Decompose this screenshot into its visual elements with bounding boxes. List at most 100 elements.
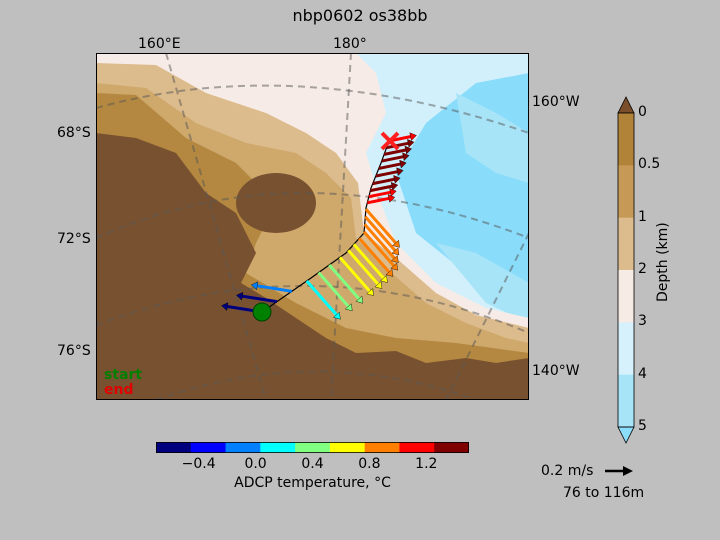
velocity-vector [367, 196, 390, 205]
velocity-vector [257, 284, 293, 293]
temp-colorbar-band [364, 442, 400, 453]
velocity-vector-head [391, 247, 400, 256]
velocity-vector [375, 170, 398, 178]
velocity-vector-head [409, 132, 417, 141]
temp-colorbar-tick: −0.4 [181, 456, 216, 472]
depth-colorbar [617, 96, 635, 444]
velocity-vector-head [402, 152, 410, 162]
depth-colorbar-label: Depth (km) [655, 222, 671, 302]
temp-colorbar-band [260, 442, 296, 453]
temp-colorbar-band [156, 442, 192, 453]
velocity-vector-head [392, 239, 400, 248]
depth-colorbar-bottom-extend [617, 426, 635, 444]
temp-colorbar-tick: 1.2 [415, 456, 438, 472]
temp-colorbar [156, 442, 469, 453]
map-frame [96, 53, 529, 400]
map-panel [96, 53, 529, 400]
depth-colorbar-tick: 2 [638, 261, 647, 277]
velocity-vector [383, 148, 406, 156]
velocity-vector-head [396, 167, 404, 176]
velocity-vector-head [390, 181, 399, 191]
temp-colorbar-label: ADCP temperature, °C [234, 475, 391, 491]
lon-label-140w: 140°W [532, 363, 580, 379]
lon-label-160e: 160°E [138, 36, 181, 52]
depth-colorbar-band [618, 113, 634, 166]
velocity-vector-head [390, 255, 399, 263]
ocean-shade-b [436, 243, 529, 323]
depth-colorbar-band [618, 217, 634, 271]
lat-label-72s: 72°S [57, 231, 91, 247]
velocity-vector-head [393, 175, 401, 184]
lat-label-76s: 76°S [57, 343, 91, 359]
depth-colorbar-band [618, 165, 634, 219]
scale-arrow-label: 0.2 m/s [541, 463, 594, 479]
temp-colorbar-band [434, 442, 469, 453]
lon-label-160w: 160°W [532, 94, 580, 110]
depth-range-label: 76 to 116m [563, 485, 645, 501]
lat-label-68s: 68°S [57, 125, 91, 141]
velocity-vector-head [236, 291, 244, 301]
velocity-vector-head [250, 281, 259, 291]
velocity-vector [363, 223, 396, 260]
velocity-vector [362, 230, 395, 267]
velocity-vector [338, 256, 371, 293]
depth-colorbar-band [618, 374, 634, 428]
velocity-vector-head [404, 145, 412, 155]
depth-colorbar-frame [617, 112, 635, 428]
velocity-vector [378, 162, 401, 170]
temp-colorbar-tick: 0.8 [358, 456, 381, 472]
scale-arrow [605, 466, 633, 476]
velocity-vector-head [380, 275, 388, 283]
end-marker [380, 131, 400, 151]
temp-colorbar-band [295, 442, 331, 453]
velocity-vector [364, 208, 397, 244]
velocity-vector [328, 263, 361, 300]
velocity-vectors [221, 132, 417, 320]
velocity-vector-head [399, 159, 407, 169]
velocity-vector [305, 279, 338, 316]
legend-end: end [104, 382, 134, 398]
velocity-vector [242, 294, 278, 304]
velocity-vector [381, 155, 404, 163]
start-marker [252, 302, 272, 322]
temp-colorbar-frame [156, 442, 469, 453]
temp-colorbar-band [190, 442, 227, 453]
depth-colorbar-tick: 0.5 [638, 156, 661, 173]
velocity-vector [372, 177, 395, 186]
land-lobe [236, 173, 316, 233]
graticule [96, 53, 529, 400]
legend-start: start [104, 367, 143, 383]
depth-colorbar-tick: 5 [638, 418, 647, 434]
velocity-vector [364, 215, 397, 252]
temp-colorbar-band [225, 442, 261, 453]
velocity-vector-head [366, 288, 374, 296]
velocity-vector-head [407, 139, 415, 148]
depth-colorbar-tick: 1 [638, 208, 647, 225]
chart-title: nbp0602 os38bb [292, 6, 428, 25]
velocity-vector [368, 190, 391, 199]
depth-colorbar-band [618, 270, 634, 323]
depth-colorbar-top-extend [617, 96, 635, 114]
velocity-vector [358, 237, 391, 274]
velocity-vector [370, 184, 393, 193]
velocity-vector-head [385, 268, 394, 277]
temp-colorbar-band [329, 442, 366, 453]
depth-colorbar-tick: 3 [638, 313, 647, 330]
velocity-vector [347, 249, 380, 286]
velocity-vector [352, 243, 385, 280]
land [96, 133, 529, 400]
velocity-vector-head [333, 311, 341, 320]
lon-label-180: 180° [333, 36, 367, 52]
velocity-vector-head [374, 281, 383, 289]
velocity-vector-head [344, 303, 353, 312]
depth-colorbar-band [618, 322, 634, 376]
velocity-vector-head [390, 262, 398, 271]
velocity-vector [386, 141, 409, 150]
temp-colorbar-tick: 0.4 [301, 456, 324, 472]
temp-colorbar-band [399, 442, 435, 453]
velocity-vector [317, 271, 350, 308]
velocity-vector-head [221, 302, 229, 311]
depth-colorbar-tick: 4 [638, 365, 647, 382]
velocity-vector-head [355, 295, 364, 304]
temp-colorbar-tick: 0.0 [244, 456, 267, 472]
